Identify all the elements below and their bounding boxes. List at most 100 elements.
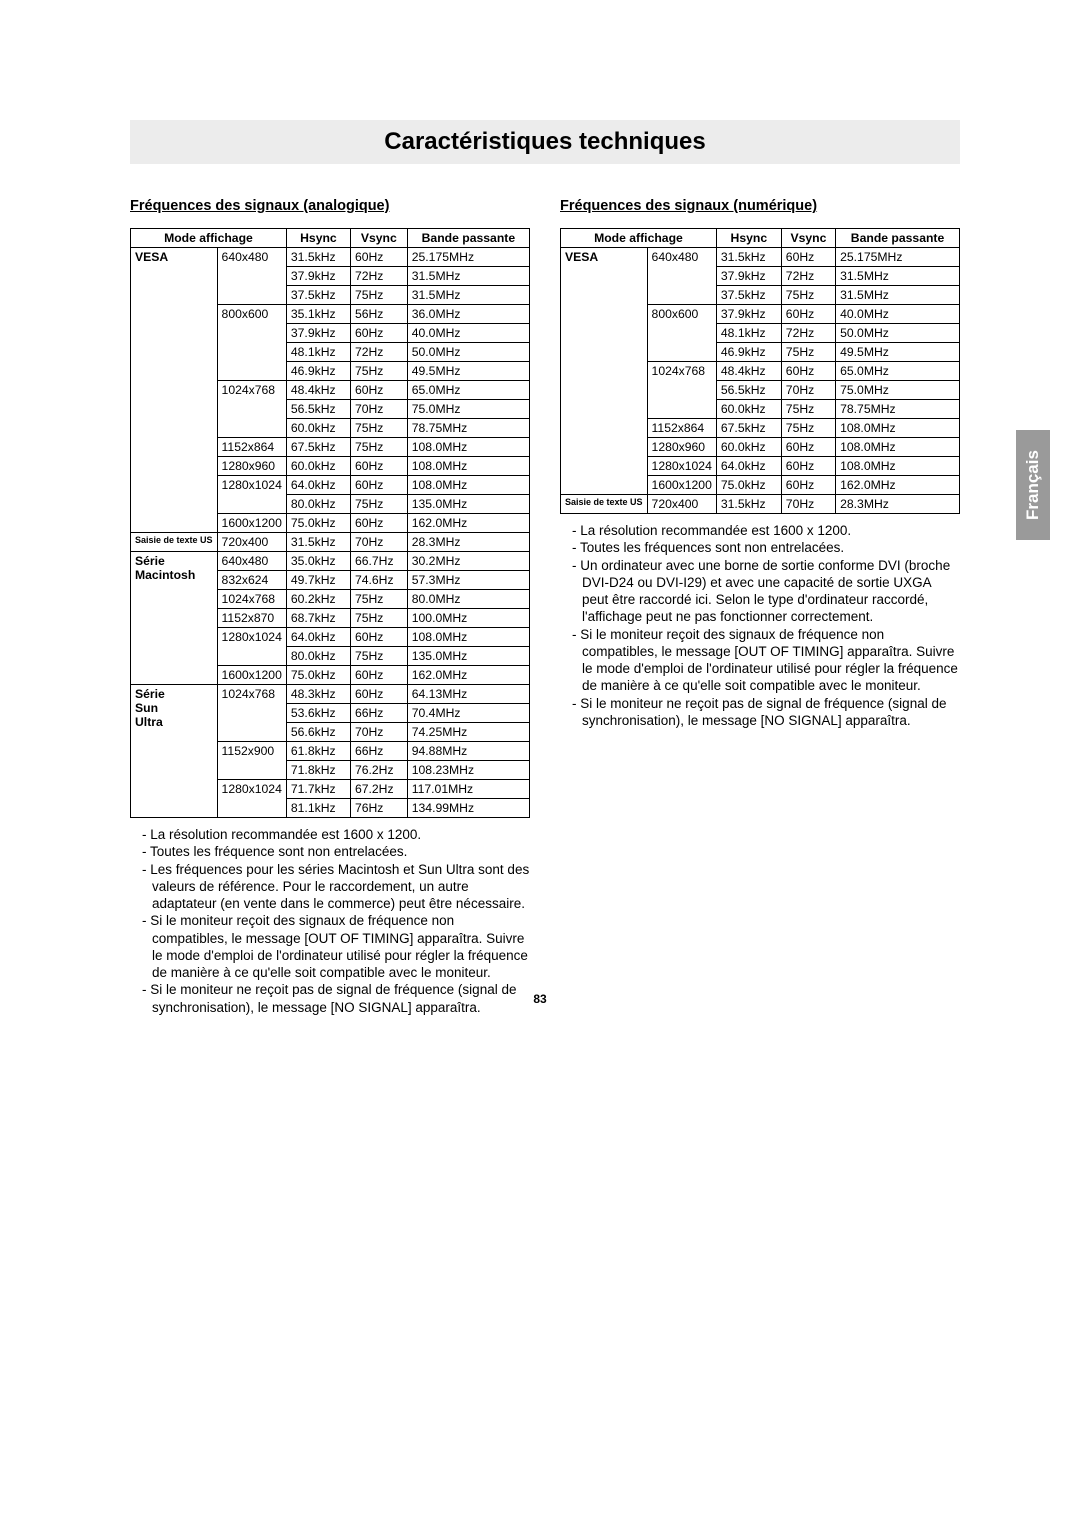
value-cell: 72Hz xyxy=(781,267,835,286)
value-cell: 65.0MHz xyxy=(407,381,529,400)
table-row: VESA640x48031.5kHz60Hz25.175MHz xyxy=(131,248,530,267)
value-cell: 74.6Hz xyxy=(350,571,407,590)
value-cell: 80.0MHz xyxy=(407,590,529,609)
analog-header-vsync: Vsync xyxy=(350,229,407,248)
value-cell: 75.0kHz xyxy=(286,514,350,533)
value-cell: 60Hz xyxy=(350,381,407,400)
page-content: Caractéristiques techniques Fréquences d… xyxy=(0,0,1080,1056)
value-cell: 64.0kHz xyxy=(286,476,350,495)
value-cell: 37.9kHz xyxy=(716,305,781,324)
resolution-cell: 1152x870 xyxy=(217,609,286,628)
value-cell: 40.0MHz xyxy=(836,305,960,324)
resolution-cell: 640x480 xyxy=(647,248,716,305)
value-cell: 67.2Hz xyxy=(350,780,407,799)
value-cell: 66.7Hz xyxy=(350,552,407,571)
resolution-cell: 1024x768 xyxy=(217,590,286,609)
note-item: La résolution recommandée est 1600 x 120… xyxy=(572,522,960,539)
mode-cell: VESA xyxy=(561,248,648,495)
resolution-cell: 1152x900 xyxy=(217,742,286,780)
value-cell: 60.0kHz xyxy=(286,457,350,476)
value-cell: 71.8kHz xyxy=(286,761,350,780)
value-cell: 49.5MHz xyxy=(407,362,529,381)
note-item: Toutes les fréquence sont non entrelacée… xyxy=(142,843,530,860)
analog-tbody: VESA640x48031.5kHz60Hz25.175MHz 37.9kHz 72… xyxy=(131,248,530,818)
value-cell: 31.5MHz xyxy=(836,267,960,286)
value-cell: 31.5MHz xyxy=(407,286,529,305)
value-cell: 108.0MHz xyxy=(407,628,529,647)
value-cell: 56.6kHz xyxy=(286,723,350,742)
value-cell: 46.9kHz xyxy=(286,362,350,381)
value-cell: 50.0MHz xyxy=(407,343,529,362)
value-cell: 66Hz xyxy=(350,742,407,761)
two-column-layout: Fréquences des signaux (analogique) Mode… xyxy=(130,198,960,1016)
value-cell: 31.5kHz xyxy=(716,495,781,514)
value-cell: 70Hz xyxy=(350,723,407,742)
resolution-cell: 1152x864 xyxy=(217,438,286,457)
value-cell: 94.88MHz xyxy=(407,742,529,761)
value-cell: 76.2Hz xyxy=(350,761,407,780)
resolution-cell: 1280x1024 xyxy=(647,457,716,476)
value-cell: 48.4kHz xyxy=(716,362,781,381)
table-row: SérieMacintosh640x48035.0kHz66.7Hz30.2MH… xyxy=(131,552,530,571)
value-cell: 135.0MHz xyxy=(407,495,529,514)
value-cell: 162.0MHz xyxy=(836,476,960,495)
value-cell: 40.0MHz xyxy=(407,324,529,343)
value-cell: 25.175MHz xyxy=(836,248,960,267)
value-cell: 64.0kHz xyxy=(716,457,781,476)
title-bar: Caractéristiques techniques xyxy=(130,120,960,164)
value-cell: 64.13MHz xyxy=(407,685,529,704)
mode-cell: Saisie de texte US xyxy=(561,495,648,514)
page-title: Caractéristiques techniques xyxy=(384,128,705,156)
analog-header-hsync: Hsync xyxy=(286,229,350,248)
digital-header-band: Bande passante xyxy=(836,229,960,248)
value-cell: 162.0MHz xyxy=(407,666,529,685)
value-cell: 75Hz xyxy=(350,495,407,514)
value-cell: 70Hz xyxy=(781,495,835,514)
value-cell: 74.25MHz xyxy=(407,723,529,742)
value-cell: 37.5kHz xyxy=(716,286,781,305)
mode-cell: SérieMacintosh xyxy=(131,552,218,685)
analog-column: Fréquences des signaux (analogique) Mode… xyxy=(130,198,530,1016)
analog-header-band: Bande passante xyxy=(407,229,529,248)
value-cell: 76Hz xyxy=(350,799,407,818)
value-cell: 108.0MHz xyxy=(407,476,529,495)
value-cell: 48.4kHz xyxy=(286,381,350,400)
resolution-cell: 800x600 xyxy=(217,305,286,381)
value-cell: 72Hz xyxy=(781,324,835,343)
value-cell: 70Hz xyxy=(781,381,835,400)
page-number: 83 xyxy=(0,992,1080,1006)
value-cell: 28.3MHz xyxy=(407,533,529,552)
value-cell: 53.6kHz xyxy=(286,704,350,723)
value-cell: 75Hz xyxy=(350,419,407,438)
value-cell: 75Hz xyxy=(350,286,407,305)
resolution-cell: 1024x768 xyxy=(217,381,286,438)
value-cell: 78.75MHz xyxy=(407,419,529,438)
resolution-cell: 640x480 xyxy=(217,248,286,305)
value-cell: 60Hz xyxy=(781,248,835,267)
value-cell: 56.5kHz xyxy=(286,400,350,419)
value-cell: 25.175MHz xyxy=(407,248,529,267)
resolution-cell: 1024x768 xyxy=(647,362,716,419)
resolution-cell: 1280x1024 xyxy=(217,780,286,818)
value-cell: 72Hz xyxy=(350,267,407,286)
value-cell: 56.5kHz xyxy=(716,381,781,400)
analog-heading: Fréquences des signaux (analogique) xyxy=(130,198,530,214)
value-cell: 81.1kHz xyxy=(286,799,350,818)
value-cell: 117.01MHz xyxy=(407,780,529,799)
resolution-cell: 640x480 xyxy=(217,552,286,571)
value-cell: 28.3MHz xyxy=(836,495,960,514)
value-cell: 60Hz xyxy=(350,514,407,533)
value-cell: 60Hz xyxy=(781,305,835,324)
value-cell: 60Hz xyxy=(350,248,407,267)
digital-column: Fréquences des signaux (numérique) Mode … xyxy=(560,198,960,1016)
value-cell: 67.5kHz xyxy=(286,438,350,457)
digital-header-vsync: Vsync xyxy=(781,229,835,248)
value-cell: 66Hz xyxy=(350,704,407,723)
value-cell: 49.5MHz xyxy=(836,343,960,362)
note-item: La résolution recommandée est 1600 x 120… xyxy=(142,826,530,843)
value-cell: 37.9kHz xyxy=(286,324,350,343)
value-cell: 80.0kHz xyxy=(286,647,350,666)
value-cell: 60.0kHz xyxy=(716,438,781,457)
value-cell: 134.99MHz xyxy=(407,799,529,818)
value-cell: 57.3MHz xyxy=(407,571,529,590)
